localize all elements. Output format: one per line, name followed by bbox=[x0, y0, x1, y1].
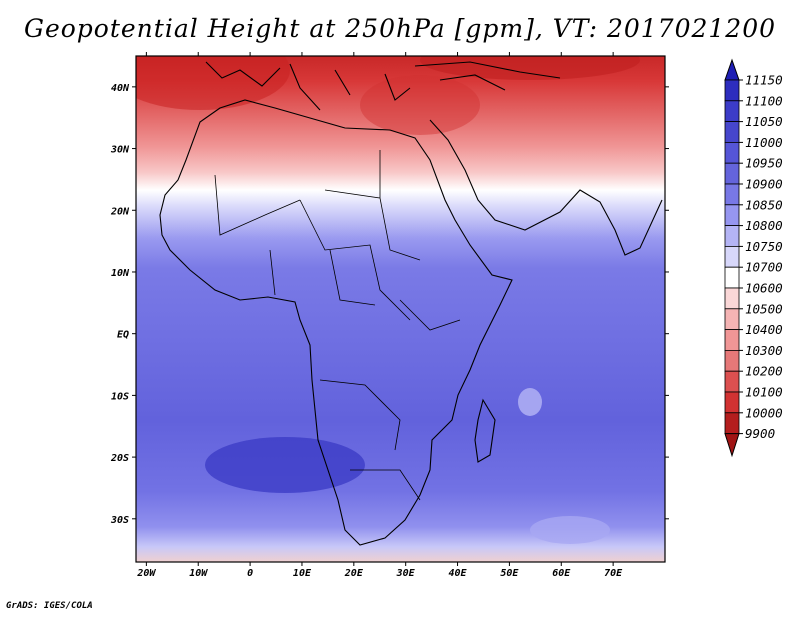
coastlines bbox=[159, 61, 663, 546]
colorbar-label: 10300 bbox=[745, 343, 783, 358]
colorbar-label: 10600 bbox=[745, 281, 783, 296]
country-borders bbox=[214, 150, 461, 501]
colorbar-label: 10900 bbox=[745, 177, 783, 192]
colorbar-label: 10400 bbox=[745, 322, 783, 337]
lat-tick-label: 30N bbox=[110, 145, 130, 156]
colorbar-label: 10200 bbox=[745, 364, 783, 379]
colorbar-swatch bbox=[724, 100, 740, 123]
colorbar-swatch bbox=[724, 370, 740, 393]
colorbar-label: 11100 bbox=[745, 93, 783, 108]
lon-tick-label: 0 bbox=[247, 568, 253, 579]
axis-ticks: 20W 10W 0 10E 20E 30E 40E 50E 60E 70E 40N 30N 20N 10N… bbox=[110, 52, 669, 579]
colorbar-swatch bbox=[724, 183, 740, 206]
colorbar-label: 11150 bbox=[745, 73, 783, 88]
lon-tick-label: 10W bbox=[189, 568, 208, 579]
colorbar-bottom-arrow bbox=[724, 433, 740, 458]
lat-tick-label: 40N bbox=[111, 83, 130, 94]
chart-title: Geopotential Height at 250hPa [gpm], VT:… bbox=[23, 14, 777, 43]
lat-tick-label: EQ bbox=[117, 330, 129, 341]
colorbar-label: 10100 bbox=[745, 385, 783, 400]
colorbar-swatch bbox=[724, 162, 740, 185]
lon-tick-label: 20E bbox=[344, 568, 364, 579]
software-credit: GrADS: IGES/COLA bbox=[6, 601, 93, 611]
plot-frame bbox=[135, 55, 666, 563]
lon-tick-label: 60E bbox=[552, 568, 571, 579]
colorbar-swatch bbox=[724, 121, 740, 143]
lat-tick-label: 20S bbox=[110, 453, 129, 464]
lon-tick-label: 30E bbox=[396, 568, 416, 579]
colorbar-label: 10750 bbox=[745, 239, 783, 254]
lat-tick-label: 10S bbox=[111, 391, 129, 402]
colorbar-swatch bbox=[724, 329, 740, 351]
colorbar-label: 10850 bbox=[745, 197, 783, 212]
colorbar-swatch bbox=[724, 245, 740, 268]
lon-tick-label: 50E bbox=[500, 568, 519, 579]
colorbar-label: 10950 bbox=[745, 156, 783, 171]
colorbar-label: 9900 bbox=[745, 426, 775, 441]
lon-tick-label: 20W bbox=[136, 568, 156, 579]
colorbar-swatch bbox=[724, 412, 740, 434]
lat-tick-label: 30S bbox=[110, 515, 129, 526]
colorbar-swatch bbox=[724, 308, 740, 330]
colorbar: 11150 11100 11050 11000 10950 10900 10850 10800… bbox=[724, 58, 783, 458]
colorbar-label: 11050 bbox=[745, 114, 783, 129]
colorbar-swatch bbox=[724, 287, 740, 310]
colorbar-swatch bbox=[724, 204, 740, 227]
colorbar-swatch bbox=[724, 266, 740, 289]
colorbar-label: 10500 bbox=[745, 301, 783, 316]
colorbar-swatch bbox=[724, 225, 740, 247]
colorbar-label: 11000 bbox=[745, 135, 783, 150]
lat-tick-label: 10N bbox=[111, 268, 130, 279]
colorbar-swatch bbox=[724, 141, 740, 164]
lon-tick-label: 70E bbox=[604, 568, 623, 579]
colorbar-swatch bbox=[724, 349, 740, 372]
lon-tick-label: 40E bbox=[449, 568, 468, 579]
colorbar-label: 10000 bbox=[745, 405, 783, 420]
height-field bbox=[136, 56, 665, 562]
lon-tick-label: 10E bbox=[293, 568, 312, 579]
colorbar-top-arrow bbox=[724, 58, 740, 81]
colorbar-swatch bbox=[724, 391, 740, 414]
colorbar-swatch bbox=[724, 79, 740, 102]
lat-tick-label: 20N bbox=[110, 206, 130, 217]
colorbar-label: 10700 bbox=[745, 260, 783, 275]
colorbar-label: 10800 bbox=[745, 218, 783, 233]
